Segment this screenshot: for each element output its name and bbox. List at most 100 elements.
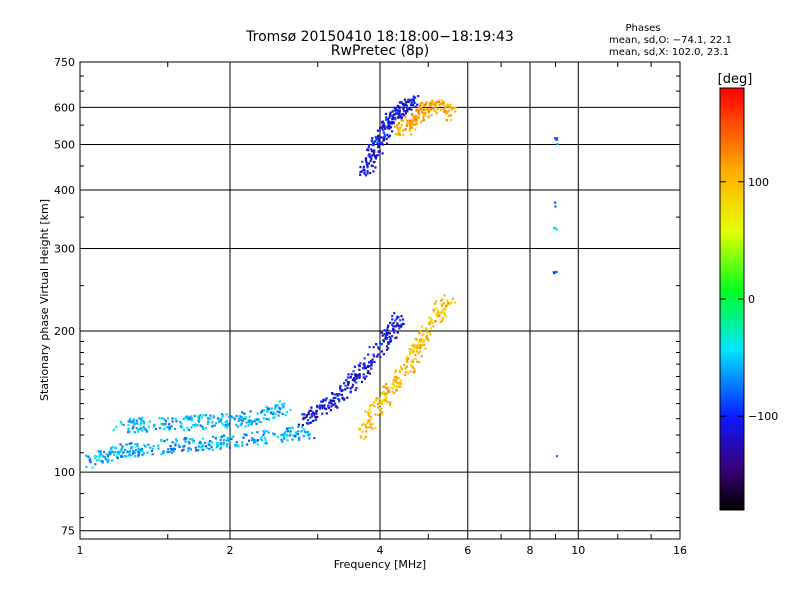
data-point [132,450,135,453]
data-point [387,347,390,350]
data-point [229,416,232,419]
data-point [313,437,316,440]
data-point [399,126,402,129]
data-point [414,105,417,108]
data-point [441,304,444,307]
data-point [253,438,256,441]
data-point [380,402,383,405]
data-point [366,164,369,167]
data-point [370,158,373,161]
data-point [199,424,202,427]
data-point [247,424,250,427]
data-point [375,343,378,346]
data-point [308,432,312,436]
data-point [131,452,135,455]
data-point [446,299,449,302]
data-point [301,413,304,416]
data-point [451,297,454,300]
data-point [308,422,311,425]
data-point [160,452,163,455]
data-point [445,119,448,122]
data-point [281,440,284,443]
data-point [128,442,131,445]
data-point [364,435,367,439]
data-point [229,436,233,439]
data-point [149,446,152,449]
data-point [141,449,144,452]
data-point [397,385,400,388]
data-point [153,423,156,426]
x-axis-label: Frequency [MHz] [334,558,426,571]
data-point [404,101,407,104]
data-point [409,370,412,373]
data-point [347,373,350,376]
data-point [375,397,378,400]
data-point [396,331,399,334]
data-point [367,353,370,356]
data-point [114,446,117,449]
data-point [396,322,399,325]
data-point [366,421,369,425]
data-point [381,124,384,127]
data-point [243,412,246,415]
data-point [416,360,419,363]
data-point [314,415,317,419]
data-point [365,430,368,433]
data-point [397,122,401,125]
data-point [367,154,370,157]
y-tick-label: 75 [61,525,75,538]
data-point [398,132,401,135]
data-point [158,417,161,420]
data-point [306,419,310,422]
data-point [418,106,421,109]
data-point [378,150,381,153]
data-point [101,460,104,463]
data-point [371,358,374,361]
data-point [440,303,443,306]
data-point [224,425,227,428]
data-point [412,116,415,119]
data-point [134,455,137,458]
data-point [95,459,99,462]
data-point [136,430,140,433]
data-point [193,424,197,428]
data-point [393,331,396,334]
data-point [215,446,219,449]
data-point [226,443,229,446]
data-point [434,320,437,323]
data-point [310,413,313,416]
data-point [400,124,403,127]
data-point [371,140,374,143]
data-point [202,427,205,430]
data-point [128,417,132,421]
data-point [437,314,440,318]
data-point [358,368,361,371]
data-point [353,379,356,382]
y-tick-label: 750 [54,56,75,69]
data-point [362,376,365,379]
data-point [109,452,112,455]
data-point [380,121,384,124]
data-point [440,108,443,111]
data-point [256,443,259,446]
data-point [386,125,389,128]
data-point [312,419,315,423]
data-point [404,367,407,370]
data-point [285,410,288,414]
data-point [228,440,231,443]
data-point [400,367,404,371]
data-point [394,380,397,383]
data-point [432,310,436,313]
data-point [243,433,246,436]
data-point [392,117,395,121]
data-point [393,312,396,315]
data-point [288,434,291,437]
data-point [419,104,422,107]
data-point [228,446,231,449]
data-point [411,113,414,116]
data-point [128,420,131,423]
data-point [157,447,160,450]
data-point [260,435,263,439]
data-point [424,347,427,350]
data-point [413,368,416,371]
